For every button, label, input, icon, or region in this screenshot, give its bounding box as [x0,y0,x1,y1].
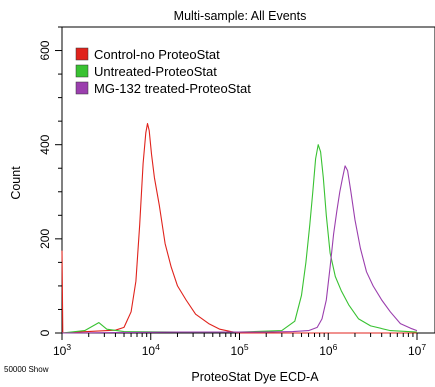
y-tick-label: 600 [38,40,52,60]
legend-label: Untreated-ProteoStat [94,64,217,79]
x-tick-label: 105 [230,342,248,358]
series-layer [61,122,418,334]
footer-note: 50000 Show [4,365,49,374]
legend-label: Control-no ProteoStat [94,47,220,62]
x-axis-label: ProteoStat Dye ECD-A [191,370,319,384]
x-tick-label: 104 [142,342,160,358]
legend-swatch [75,47,89,61]
x-tick-label: 106 [319,342,337,358]
y-axis-label: Count [9,166,23,200]
legend-swatch [75,81,89,95]
plot-frame [61,26,435,334]
y-axis: 0 200 400 600 [38,26,62,336]
series-line-2 [61,144,418,334]
chart-title: Multi-sample: All Events [174,9,307,23]
legend-label: MG-132 treated-ProteoStat [94,81,251,96]
x-axis: 103 104 105 106 107 [53,333,426,358]
series-line-3 [61,165,418,334]
y-tick-label: 400 [38,134,52,154]
y-tick-label: 0 [38,329,52,336]
x-tick-label: 107 [408,342,426,358]
series-line-1 [61,122,417,334]
y-tick-label: 200 [38,229,52,249]
x-tick-label: 103 [53,342,71,358]
legend-swatch [75,64,89,78]
legend: Control-no ProteoStat Untreated-ProteoSta… [75,47,251,96]
